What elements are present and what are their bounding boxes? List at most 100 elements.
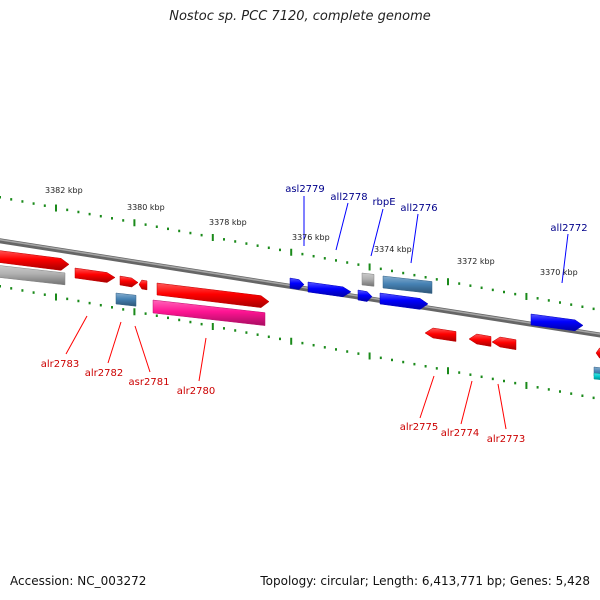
inner-minor-tick <box>491 377 494 381</box>
gene-feature[interactable] <box>530 313 584 332</box>
label-leader-line <box>419 375 435 419</box>
scale-label: 3372 kbp <box>457 257 495 266</box>
outer-minor-tick <box>279 248 281 252</box>
gene-feature[interactable] <box>379 292 429 310</box>
gene-feature[interactable] <box>593 372 600 380</box>
gene-feature[interactable] <box>382 275 433 294</box>
inner-minor-tick <box>77 299 80 303</box>
inner-tick-marks <box>0 285 595 400</box>
gene-feature[interactable] <box>156 282 270 308</box>
outer-minor-tick <box>223 238 225 241</box>
gene-feature[interactable] <box>74 267 116 283</box>
gene-feature[interactable] <box>361 272 375 287</box>
gene-labels: asl2779 all2778 rbpE all2776 all2772 alr2783 a… <box>41 184 588 445</box>
label-leader-line <box>410 213 419 264</box>
outer-major-tick <box>525 292 528 300</box>
inner-minor-tick <box>581 394 584 397</box>
gene-feature[interactable] <box>468 333 492 347</box>
outer-minor-tick <box>66 208 69 212</box>
inner-minor-tick <box>469 373 472 376</box>
inner-minor-tick <box>189 320 192 324</box>
outer-minor-tick <box>267 246 270 250</box>
gene-label-all2778[interactable]: all2778 <box>330 192 367 203</box>
scale-label: 3376 kbp <box>292 233 330 242</box>
gene-label-alr2780[interactable]: alr2780 <box>177 386 215 397</box>
label-leader-line <box>107 321 122 364</box>
label-leader-line <box>460 380 473 425</box>
outer-minor-tick <box>77 210 80 214</box>
gene-feature[interactable] <box>424 327 457 342</box>
gene-feature[interactable] <box>0 250 70 271</box>
label-leader-line <box>497 383 507 430</box>
inner-major-tick <box>525 381 528 389</box>
outer-minor-tick <box>346 261 349 264</box>
inner-minor-tick <box>323 346 326 349</box>
outer-minor-tick <box>0 196 1 199</box>
scale-labels: 3382 kbp 3380 kbp 3378 kbp 3376 kbp 3374 kbp… <box>45 186 578 277</box>
outer-minor-tick <box>335 259 337 262</box>
gene-feature[interactable] <box>595 347 600 359</box>
gene-feature[interactable] <box>307 281 352 298</box>
genome-title: Nostoc sp. PCC 7120, complete genome <box>169 9 431 24</box>
gene-feature[interactable] <box>289 277 305 290</box>
inner-minor-tick <box>335 348 337 351</box>
inner-minor-tick <box>570 392 573 395</box>
inner-minor-tick <box>223 327 225 330</box>
outer-tick-marks <box>0 196 595 311</box>
outer-minor-tick <box>167 227 169 231</box>
outer-minor-tick <box>99 214 102 218</box>
inner-minor-tick <box>21 289 24 292</box>
gene-feature[interactable] <box>115 292 137 307</box>
gene-feature[interactable] <box>138 279 148 291</box>
gene-label-asl2779[interactable]: asl2779 <box>285 184 325 195</box>
gene-feature[interactable] <box>119 275 139 288</box>
outer-minor-tick <box>503 290 505 294</box>
inner-minor-tick <box>245 331 248 334</box>
gene-label-alr2773[interactable]: alr2773 <box>487 434 525 445</box>
outer-minor-tick <box>21 200 24 203</box>
gene-label-alr2782[interactable]: alr2782 <box>85 368 123 379</box>
inner-minor-tick <box>547 388 550 391</box>
label-leader-line <box>198 337 207 382</box>
inner-minor-tick <box>99 303 102 307</box>
inner-minor-tick <box>559 390 561 393</box>
inner-minor-tick <box>32 291 35 294</box>
outer-major-tick <box>447 278 449 286</box>
gene-label-alr2775[interactable]: alr2775 <box>400 422 438 433</box>
outer-minor-tick <box>536 297 539 300</box>
outer-minor-tick <box>178 229 181 233</box>
gene-feature[interactable] <box>357 289 373 302</box>
gene-label-all2772[interactable]: all2772 <box>550 223 587 234</box>
scale-label: 3378 kbp <box>209 218 247 227</box>
outer-minor-tick <box>413 273 416 277</box>
outer-minor-tick <box>200 233 203 237</box>
outer-minor-tick <box>245 242 248 245</box>
inner-minor-tick <box>402 360 405 364</box>
inner-minor-tick <box>111 306 113 309</box>
outer-minor-tick <box>32 202 35 205</box>
gene-label-alr2774[interactable]: alr2774 <box>441 428 479 439</box>
gene-label-all2776[interactable]: all2776 <box>400 203 437 214</box>
inner-minor-tick <box>256 333 259 336</box>
inner-minor-tick <box>503 379 505 383</box>
outer-minor-tick <box>581 305 584 308</box>
label-leader-line <box>561 233 569 284</box>
outer-minor-tick <box>301 252 304 256</box>
accession-text: Accession: NC_003272 <box>10 574 147 588</box>
gene-feature[interactable] <box>0 265 66 286</box>
outer-major-tick <box>211 234 214 242</box>
gene-features <box>0 250 600 380</box>
outer-minor-tick <box>391 269 393 273</box>
inner-minor-tick <box>357 352 360 355</box>
inner-minor-tick <box>480 375 483 379</box>
gene-label-asr2781[interactable]: asr2781 <box>129 377 170 388</box>
gene-label-rbpE[interactable]: rbpE <box>372 197 395 208</box>
gene-feature[interactable] <box>491 336 517 351</box>
gene-feature[interactable] <box>152 299 266 326</box>
outer-minor-tick <box>435 278 438 281</box>
inner-minor-tick <box>301 341 304 345</box>
outer-major-tick <box>368 263 371 271</box>
gene-label-alr2783[interactable]: alr2783 <box>41 359 79 370</box>
outer-minor-tick <box>155 225 158 228</box>
